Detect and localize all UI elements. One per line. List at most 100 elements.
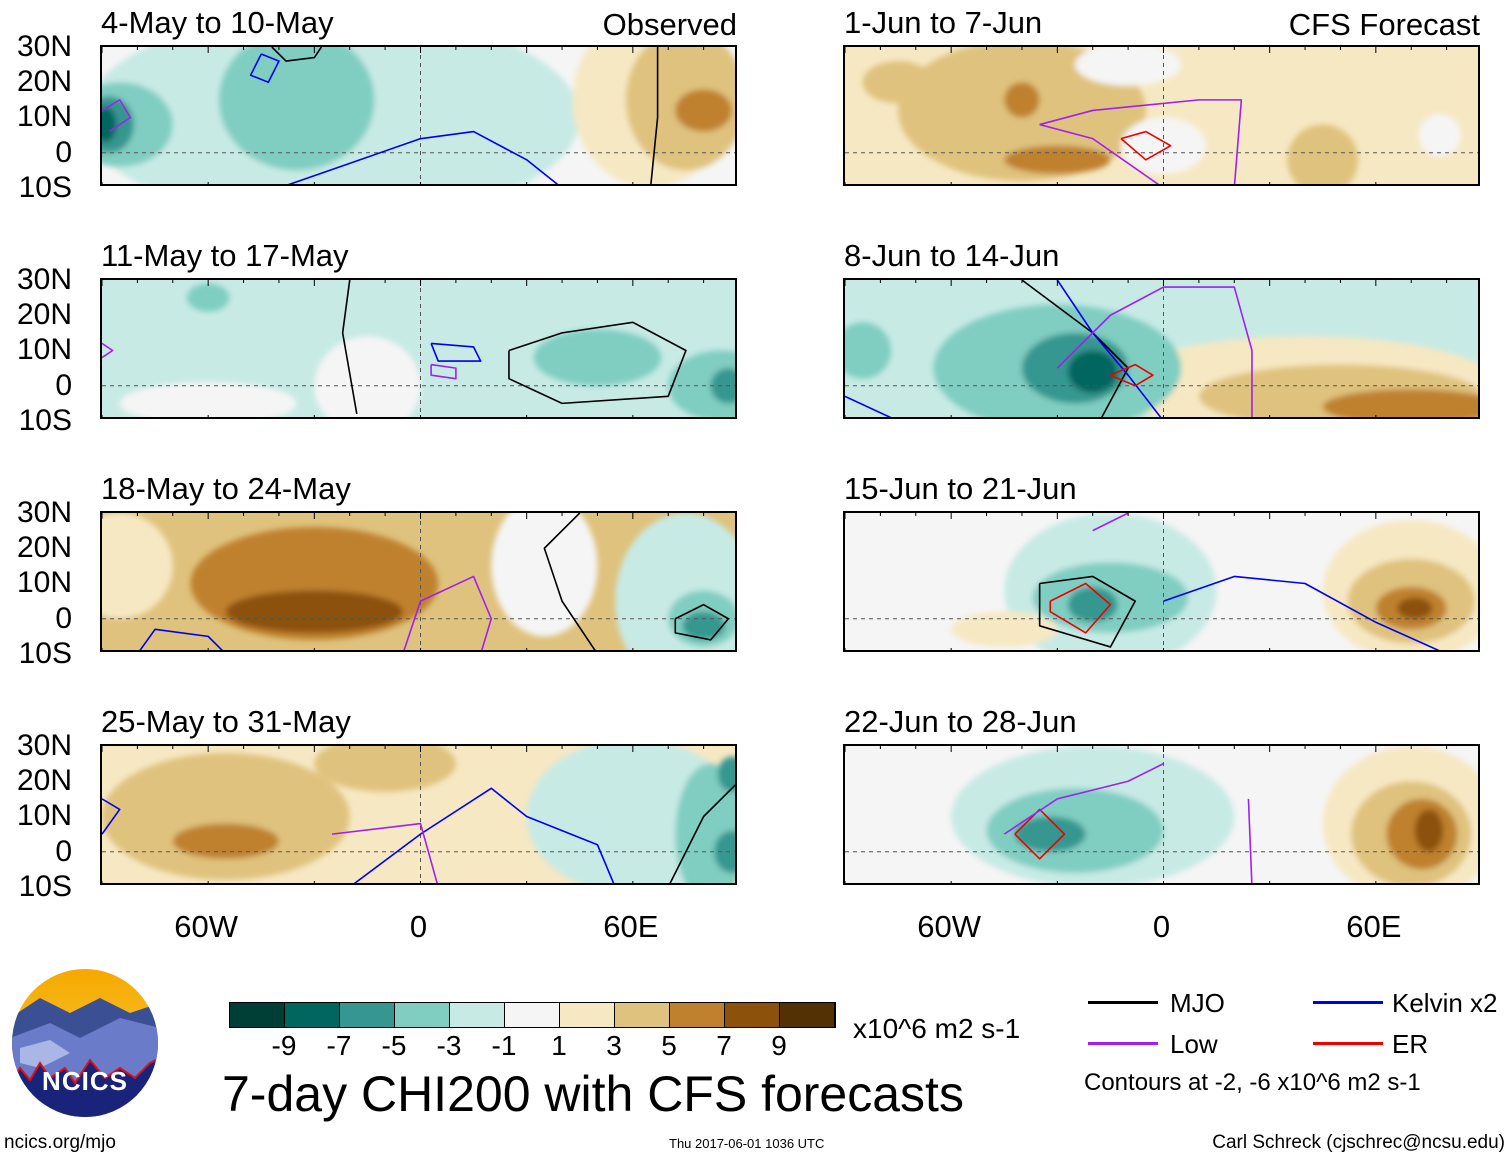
lat-label: 0: [55, 601, 72, 635]
kelvin-contour: [139, 628, 223, 650]
anomaly-region: [1067, 350, 1118, 393]
colorbar-tick-label: -7: [326, 1030, 352, 1061]
map-panel: [843, 278, 1480, 419]
lat-label: 30N: [16, 30, 72, 63]
colorbar-swatch: [505, 1003, 560, 1027]
anomaly-region: [675, 89, 732, 132]
kelvin-contour: [1056, 280, 1162, 417]
colorbar-swatch: [560, 1003, 615, 1027]
footer-url[interactable]: ncics.org/mjo: [4, 1132, 116, 1153]
er-contour: [1049, 582, 1112, 634]
legend-kelvin: Kelvin x2: [1392, 988, 1498, 1018]
colorbar-tick-label: -5: [381, 1030, 407, 1061]
map-panel: [100, 744, 737, 885]
low-contour: [331, 822, 438, 883]
anomaly-region: [1287, 124, 1359, 184]
low-contour: [1056, 286, 1253, 417]
panel-title: 8-Jun to 14-Jun: [844, 238, 1060, 273]
low-contour: [430, 363, 457, 380]
anomaly-region: [710, 368, 735, 404]
anomaly-region: [668, 350, 735, 417]
ncics-logo: NCICS: [10, 968, 160, 1118]
kelvin-contour: [102, 798, 121, 835]
low-contour: [1092, 513, 1129, 532]
anomaly-region: [1004, 145, 1111, 174]
anomaly-region: [186, 283, 230, 312]
colorbar-tick-label: 3: [606, 1030, 622, 1061]
anomaly-region: [717, 756, 735, 792]
colorbar-swatch: [725, 1003, 780, 1027]
lat-label: 20N: [16, 531, 72, 565]
lon-label: 60W: [174, 909, 239, 944]
colorbar-units: x10^6 m2 s-1: [853, 1013, 1021, 1044]
anomaly-region: [1014, 816, 1086, 852]
anomaly-region: [102, 753, 350, 880]
colorbar-tick-label: -1: [491, 1030, 517, 1061]
legend-er: ER: [1392, 1029, 1429, 1059]
panel-title: 22-Jun to 28-Jun: [844, 704, 1077, 739]
er-contour: [1110, 363, 1154, 387]
mjo-contour: [508, 321, 687, 405]
panel-title: 18-May to 24-May: [101, 471, 351, 506]
map-panel: [100, 511, 737, 652]
footer-timestamp: Thu 2017-06-01 1036 UTC: [669, 1136, 825, 1151]
lat-label: 0: [55, 135, 72, 169]
panel-title: 11-May to 17-May: [101, 238, 349, 273]
observed-label: Observed: [602, 7, 737, 42]
lon-label: 60E: [1346, 909, 1402, 944]
anomaly-region: [1075, 47, 1182, 86]
legend-mjo: MJO: [1170, 988, 1225, 1018]
mjo-contour: [543, 513, 596, 650]
figure-title: 7-day CHI200 with CFS forecasts: [222, 1066, 964, 1122]
lon-label: 60W: [917, 909, 982, 944]
mjo-contour: [341, 280, 358, 415]
er-line-swatch: [1313, 1042, 1383, 1045]
lat-label: 10S: [18, 170, 72, 204]
mjo-contour: [674, 603, 730, 641]
mjo-contour: [1038, 575, 1136, 648]
er-contour: [1014, 808, 1066, 860]
kelvin-contour: [249, 53, 280, 84]
lon-label: 0: [409, 909, 428, 944]
map-panel: [843, 744, 1480, 885]
forecast-label: CFS Forecast: [1288, 7, 1480, 42]
colorbar-swatch: [615, 1003, 670, 1027]
lat-label: 10N: [16, 100, 72, 134]
panel-title: 1-Jun to 7-Jun: [844, 5, 1043, 40]
low-contour: [1003, 762, 1164, 835]
map-panel: [100, 45, 737, 186]
anomaly-region: [172, 823, 279, 859]
anomaly-region: [225, 590, 403, 633]
footer-author: Carl Schreck (cjschrec@ncsu.edu): [1212, 1132, 1505, 1153]
low-contour: [1039, 99, 1243, 184]
anomaly-region: [1067, 587, 1118, 623]
low-contour: [1247, 798, 1253, 883]
panel-title: 25-May to 31-May: [101, 704, 351, 739]
low-line-swatch: [1088, 1042, 1158, 1045]
anomaly-region: [119, 382, 297, 417]
mjo-contour: [1021, 280, 1129, 417]
low-contour: [102, 99, 132, 133]
lat-label: 30N: [16, 263, 72, 296]
anomaly-region: [1414, 809, 1444, 852]
logo-text: NCICS: [42, 1066, 128, 1096]
map-panel: [843, 511, 1480, 652]
er-contour: [1120, 130, 1172, 161]
anomaly-region: [102, 513, 173, 619]
kelvin-contour: [1163, 575, 1440, 650]
contour-note: Contours at -2, -6 x10^6 m2 s-1: [1084, 1069, 1421, 1096]
panel-title: 4-May to 10-May: [101, 5, 334, 40]
lat-label: 20N: [16, 764, 72, 798]
lat-label: 10S: [18, 403, 72, 437]
colorbar-swatch: [340, 1003, 395, 1027]
panel-title: 15-Jun to 21-Jun: [844, 471, 1077, 506]
mjo-contour: [650, 47, 659, 184]
lat-label: 0: [55, 834, 72, 868]
map-panel: [843, 45, 1480, 186]
lat-label: 30N: [16, 496, 72, 529]
anomaly-region: [1418, 113, 1461, 157]
colorbar-swatch: [285, 1003, 340, 1027]
mjo-contour: [669, 784, 735, 883]
lon-label: 0: [1152, 909, 1171, 944]
low-contour: [1039, 123, 1160, 184]
